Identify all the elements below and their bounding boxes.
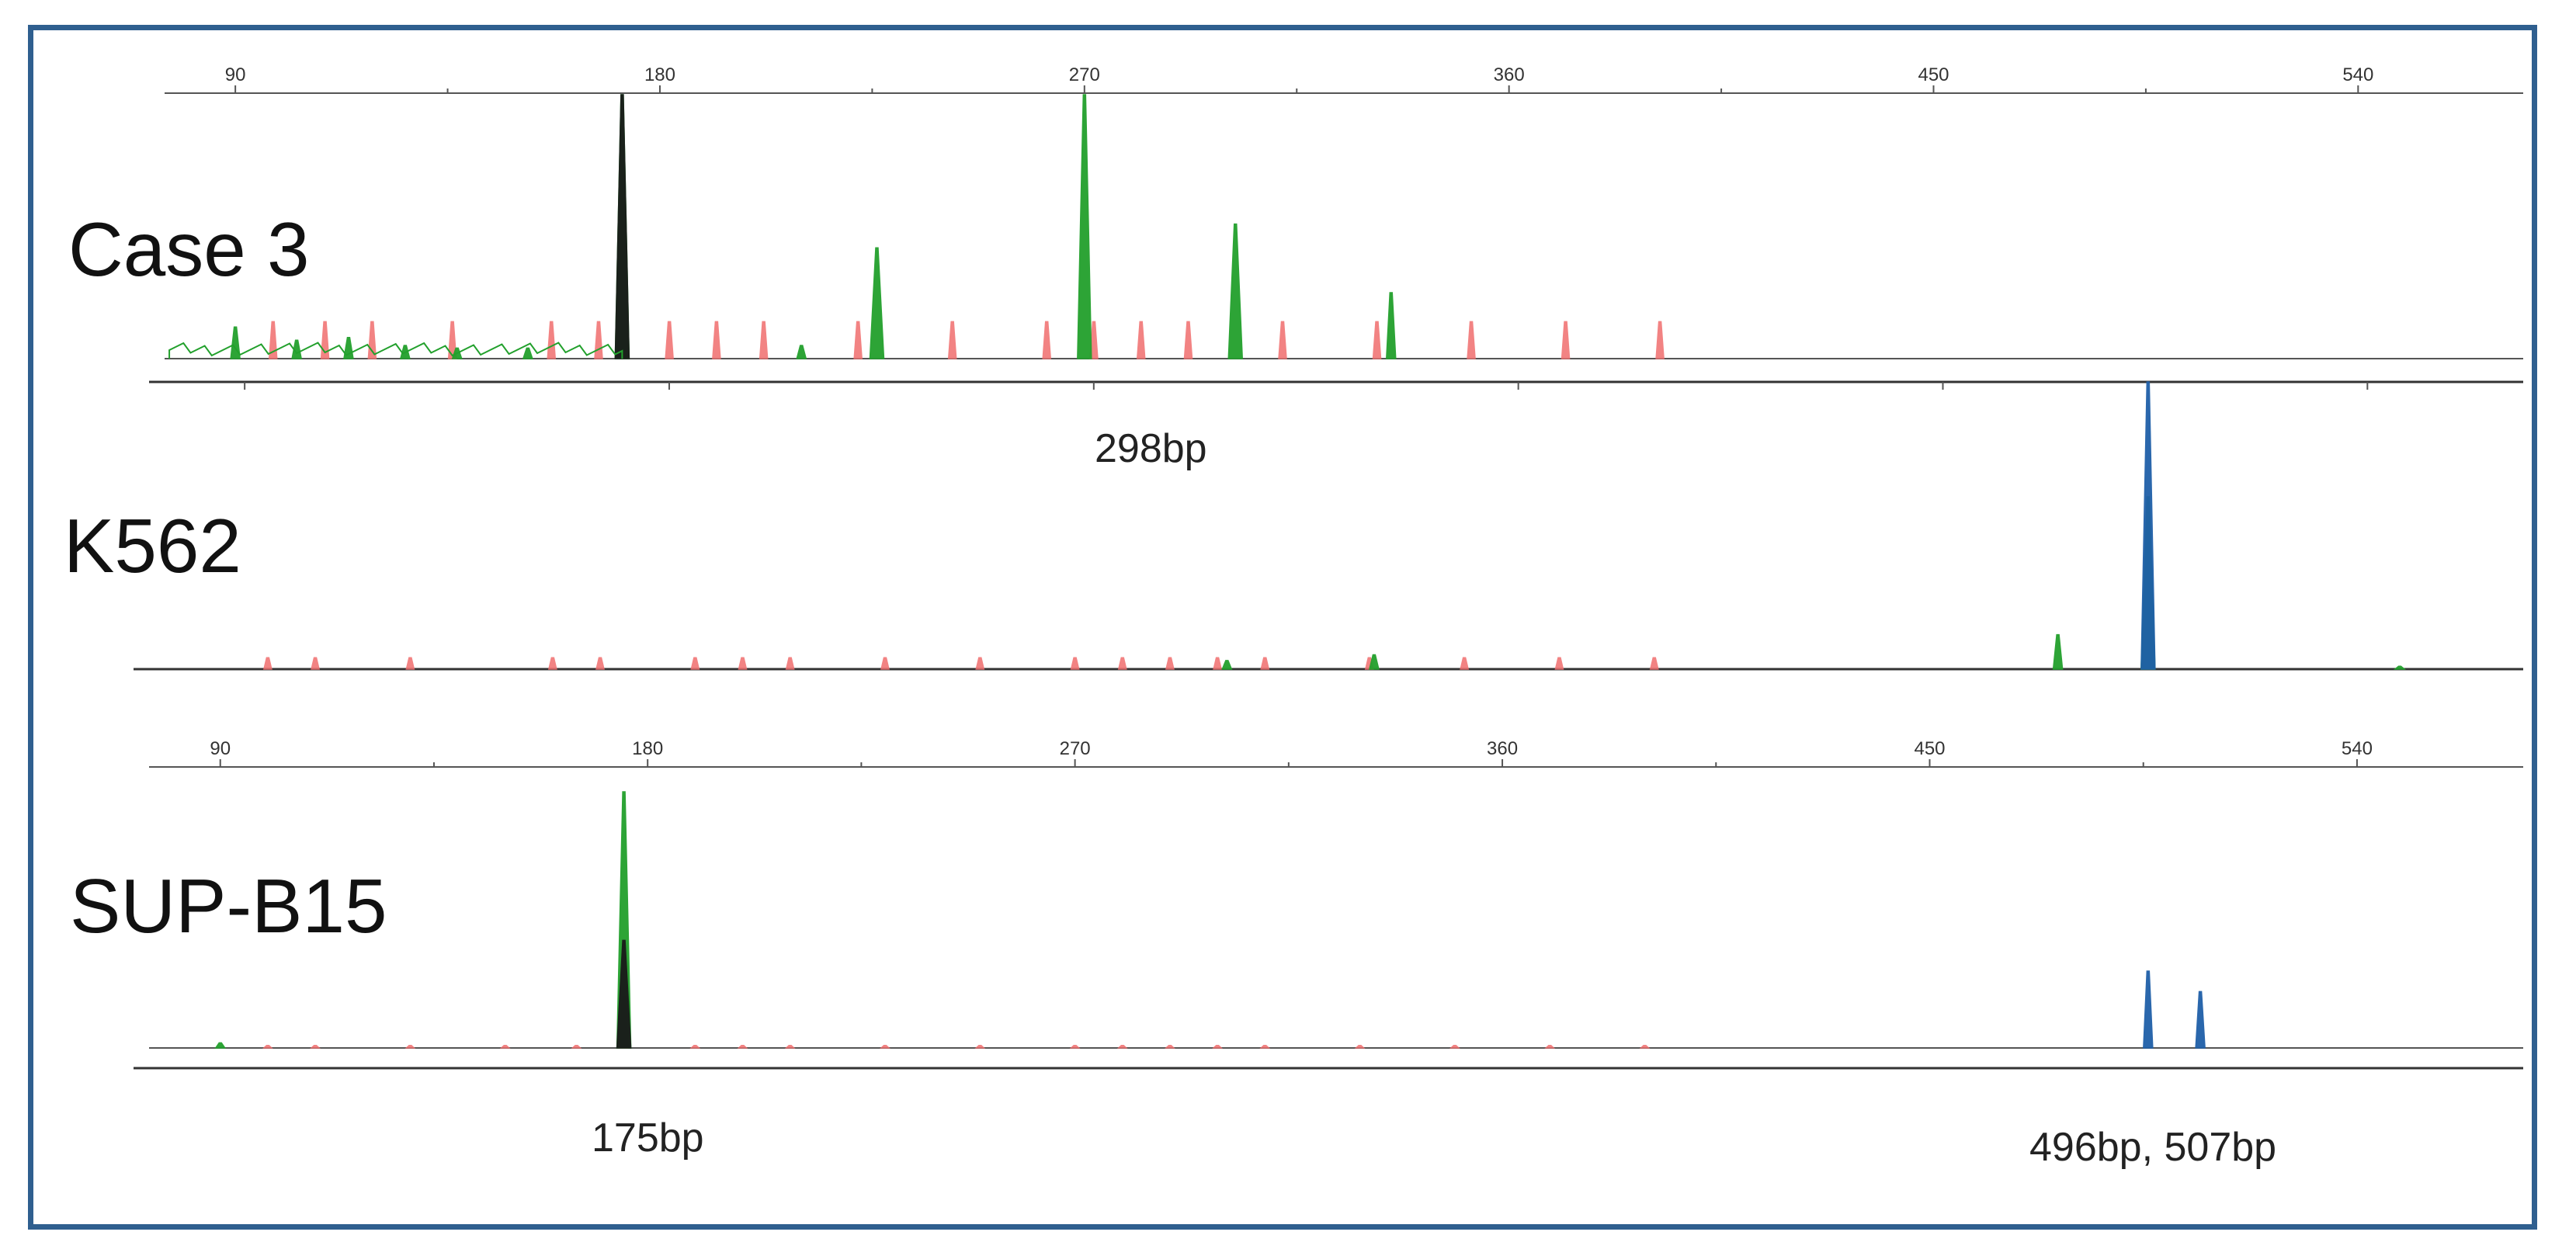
peak-size_standard [405, 657, 415, 670]
supb15-label: SUP-B15 [70, 863, 387, 949]
peak-green [1227, 223, 1244, 359]
peak-green [291, 339, 303, 359]
peak-size_standard [853, 321, 863, 359]
peak-blue [2143, 970, 2154, 1049]
peak-green [1385, 292, 1397, 359]
peak-size_standard [262, 1044, 273, 1049]
bp298-label: 298bp [1095, 426, 1207, 471]
peak-size_standard [311, 657, 321, 670]
peak-size_standard [547, 657, 557, 670]
tick-label: 540 [2342, 64, 2373, 85]
peak-size_standard [690, 657, 700, 670]
peak-green [796, 345, 807, 359]
peak-size_standard [1069, 1044, 1081, 1049]
peak-green [2393, 665, 2407, 670]
baseline-noise [168, 342, 623, 359]
peak-size_standard [738, 657, 748, 670]
peak-size_standard [880, 657, 890, 670]
peak-size_standard [594, 321, 603, 359]
peak-size_standard [1554, 657, 1564, 670]
peak-size_standard [367, 321, 377, 359]
tick-label: 90 [210, 738, 231, 759]
tick-label: 450 [1918, 64, 1949, 85]
peak-size_standard [547, 321, 557, 359]
peak-size_standard [595, 657, 605, 670]
peak-size_standard [404, 1044, 416, 1049]
k562-label: K562 [64, 503, 241, 588]
peak-green [343, 337, 354, 359]
peak-green [869, 247, 885, 359]
peak-size_standard [1116, 1044, 1128, 1049]
peak-size_standard [975, 657, 985, 670]
peak-size_standard [1260, 657, 1270, 670]
peak-black [616, 939, 632, 1049]
tick-label: 450 [1914, 738, 1945, 759]
peak-size_standard [1354, 1044, 1366, 1049]
peak-green [1077, 94, 1092, 359]
tick-label: 360 [1494, 64, 1525, 85]
peak-green [2052, 633, 2064, 670]
peak-size_standard [1089, 321, 1099, 359]
peak-size_standard [1460, 657, 1470, 670]
peak-size_standard [499, 1044, 511, 1049]
peak-blue [2140, 381, 2156, 670]
tick-label: 90 [225, 64, 246, 85]
tick-label: 270 [1060, 738, 1091, 759]
case3-label: Case 3 [68, 206, 310, 292]
peak-size_standard [947, 321, 957, 359]
peak-size_standard [1655, 321, 1665, 359]
peak-size_standard [262, 657, 273, 670]
peak-size_standard [1070, 657, 1080, 670]
peak-black [614, 94, 630, 359]
peak-size_standard [974, 1044, 986, 1049]
tick-label: 180 [632, 738, 663, 759]
peak-size_standard [1372, 321, 1382, 359]
peak-size_standard [1165, 657, 1175, 670]
peak-size_standard [571, 1044, 582, 1049]
peak-size_standard [1467, 321, 1476, 359]
peak-size_standard [1449, 1044, 1460, 1049]
peak-size_standard [1183, 321, 1193, 359]
tick-label: 270 [1069, 64, 1100, 85]
tick-label: 360 [1487, 738, 1518, 759]
peak-green [214, 1042, 227, 1049]
peak-size_standard [1649, 657, 1659, 670]
tick-label: 180 [644, 64, 675, 85]
peak-size_standard [310, 1044, 321, 1049]
peak-size_standard [785, 657, 795, 670]
peak-size_standard [1259, 1044, 1271, 1049]
peak-size_standard [1136, 321, 1146, 359]
peak-size_standard [1213, 657, 1223, 670]
peak-green [1368, 654, 1380, 670]
peak-size_standard [1544, 1044, 1556, 1049]
peak-size_standard [1278, 321, 1287, 359]
peak-size_standard [1117, 657, 1127, 670]
peak-size_standard [1561, 321, 1571, 359]
peak-green [1221, 660, 1233, 670]
peak-size_standard [1639, 1044, 1651, 1049]
peak-size_standard [689, 1044, 701, 1049]
peak-size_standard [737, 1044, 748, 1049]
peak-size_standard [268, 321, 278, 359]
peak-size_standard [665, 321, 674, 359]
peak-blue [2195, 991, 2206, 1049]
peak-size_standard [784, 1044, 796, 1049]
peak-green [522, 347, 533, 359]
tick-label: 540 [2342, 738, 2373, 759]
peak-size_standard [759, 321, 769, 359]
bp496-507-label: 496bp, 507bp [2029, 1125, 2277, 1170]
panel-supb15: 90 180 270 360 450 540 [134, 738, 2523, 1070]
peak-size_standard [1165, 1044, 1175, 1049]
panel-case3: 90 180 270 360 450 540 [149, 64, 2523, 390]
peak-size_standard [880, 1044, 890, 1049]
figure-frame [28, 25, 2537, 1230]
bp175-label: 175bp [592, 1115, 704, 1161]
peak-size_standard [1042, 321, 1052, 359]
peak-size_standard [712, 321, 721, 359]
panel-k562 [134, 381, 2523, 671]
peak-size_standard [1212, 1044, 1223, 1049]
